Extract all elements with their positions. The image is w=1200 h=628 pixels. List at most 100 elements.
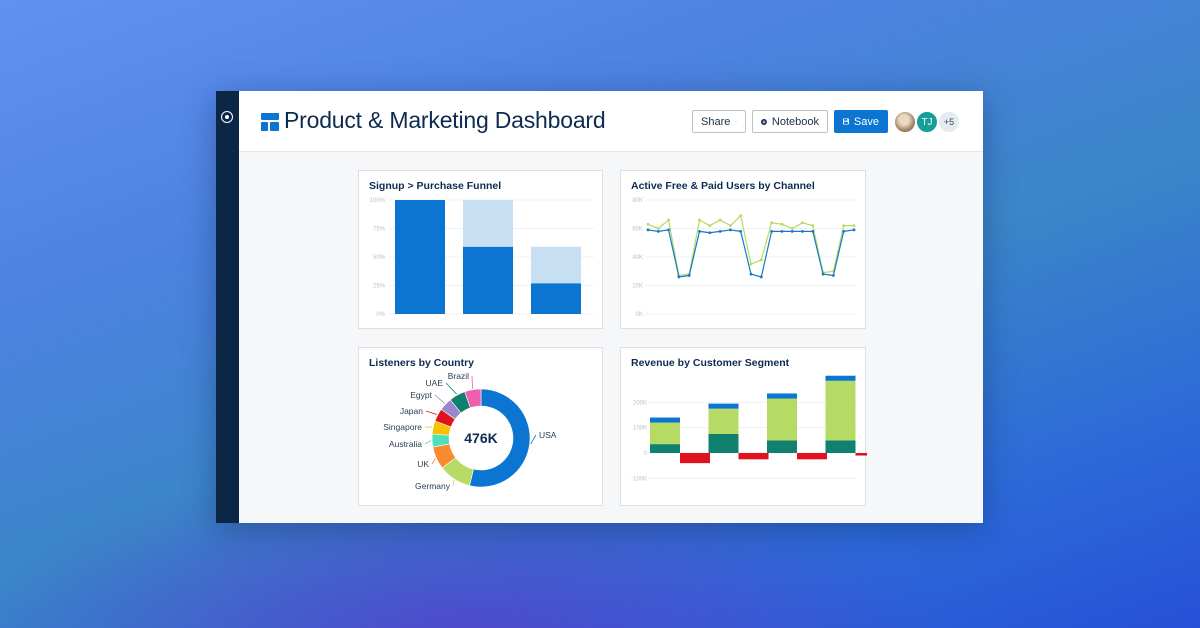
funnel-bar	[531, 283, 581, 314]
avatar[interactable]	[893, 110, 917, 134]
users-chart: 80K 60K 40K 20K 0K	[632, 198, 857, 318]
save-label: Save	[853, 115, 879, 128]
total-label: 476K	[464, 430, 497, 446]
funnel-dropoff-bar	[463, 200, 513, 247]
listeners-card: Listeners by Country USA Germany UK Austral…	[358, 347, 603, 506]
data-point	[646, 222, 650, 226]
dashboard-window: Product & Marketing Dashboard Share Note…	[216, 91, 983, 523]
share-button[interactable]: Share	[692, 110, 746, 133]
data-point	[698, 218, 701, 222]
data-point	[646, 228, 650, 232]
slice-label: Egypt	[410, 390, 432, 400]
funnel-chart: 100% 75% 50% 25% 0%	[370, 198, 594, 318]
revenue-card: Revenue by Customer Segment 200K 100K 0 -10…	[620, 347, 867, 506]
label-leader	[530, 434, 537, 445]
data-point	[811, 229, 815, 233]
data-point	[739, 214, 743, 218]
y-tick-label: -100K	[631, 476, 647, 482]
y-tick-label: 100%	[370, 198, 386, 204]
dashboard-icon	[261, 113, 279, 131]
data-point	[698, 229, 701, 233]
y-tick-label: 20K	[632, 284, 643, 290]
funnel-bar	[395, 200, 445, 314]
negative-bar	[797, 453, 827, 460]
y-tick-label: 0%	[376, 312, 385, 318]
listeners-chart: USA Germany UK Australia Singapore Japan Egypt…	[383, 371, 557, 491]
y-tick-label: 60K	[632, 227, 643, 233]
label-leader	[424, 440, 432, 445]
slice-label: USA	[539, 430, 557, 440]
data-point	[759, 258, 763, 262]
revenue-bar	[708, 403, 739, 409]
notebook-button[interactable]: Notebook	[752, 110, 828, 133]
data-point	[852, 228, 856, 232]
data-point	[708, 231, 712, 235]
data-point	[801, 229, 804, 233]
revenue-bar	[767, 393, 797, 399]
card-title: Active Free & Paid Users by Channel	[631, 180, 815, 192]
data-point	[677, 275, 681, 279]
y-tick-label: 0	[644, 451, 648, 457]
y-tick-label: 40K	[632, 255, 643, 261]
revenue-bar	[825, 375, 856, 381]
revenue-bar	[650, 417, 680, 423]
app-logo-icon[interactable]	[221, 111, 233, 123]
label-leader	[434, 394, 446, 404]
y-tick-label: 25%	[373, 284, 386, 290]
revenue-bar	[650, 422, 680, 445]
data-point	[790, 227, 794, 230]
slice-label: Brazil	[448, 371, 469, 381]
avatar[interactable]: TJ	[915, 110, 939, 134]
save-icon	[843, 118, 849, 125]
y-tick-label: 80K	[632, 198, 643, 204]
revenue-bar	[650, 444, 680, 453]
revenue-bar	[767, 440, 797, 453]
y-tick-label: 0K	[636, 312, 643, 318]
data-point	[770, 229, 773, 233]
data-point	[790, 229, 794, 233]
dashboard-header: Product & Marketing Dashboard Share Note…	[239, 91, 983, 152]
data-point	[749, 272, 753, 276]
funnel-card: Signup > Purchase Funnel 100% 75% 50% 25% 0%	[358, 170, 603, 329]
funnel-bar	[463, 246, 513, 314]
label-leader	[425, 410, 438, 415]
slice-label: UAE	[426, 378, 444, 388]
pie-slice	[464, 388, 482, 409]
data-point	[780, 229, 784, 233]
users-card: Active Free & Paid Users by Channel 80K 6…	[620, 170, 866, 329]
data-point	[811, 224, 815, 228]
data-point	[718, 218, 722, 222]
label-leader	[452, 479, 455, 487]
save-button[interactable]: Save	[834, 110, 888, 133]
revenue-bar	[708, 408, 739, 434]
slice-label: Singapore	[383, 422, 422, 432]
card-title: Revenue by Customer Segment	[631, 357, 790, 369]
data-point	[687, 274, 691, 277]
data-point	[842, 224, 846, 228]
data-point	[667, 228, 670, 232]
negative-bar	[680, 453, 710, 464]
y-tick-label: 100K	[633, 426, 647, 432]
series-line	[647, 214, 854, 277]
slice-label: Japan	[400, 406, 423, 416]
data-point	[749, 262, 753, 266]
data-point	[821, 272, 825, 276]
negative-bar	[738, 453, 769, 460]
revenue-bar	[708, 434, 739, 453]
pie-slice	[469, 388, 531, 488]
data-point	[759, 275, 763, 279]
revenue-chart: 200K 100K 0 -100K	[631, 375, 867, 482]
notebook-label: Notebook	[771, 115, 819, 128]
revenue-bar	[767, 398, 797, 441]
slice-label: Germany	[415, 481, 451, 491]
data-point	[718, 229, 722, 233]
label-leader	[431, 458, 436, 465]
page-title: Product & Marketing Dashboard	[284, 107, 606, 133]
data-point	[801, 221, 804, 225]
revenue-bar	[825, 440, 856, 453]
slice-label: Australia	[389, 439, 422, 449]
card-title: Listeners by Country	[369, 357, 475, 369]
more-collaborators-badge[interactable]: +5	[937, 110, 961, 134]
negative-bar	[855, 453, 867, 456]
slice-label: UK	[417, 459, 429, 469]
